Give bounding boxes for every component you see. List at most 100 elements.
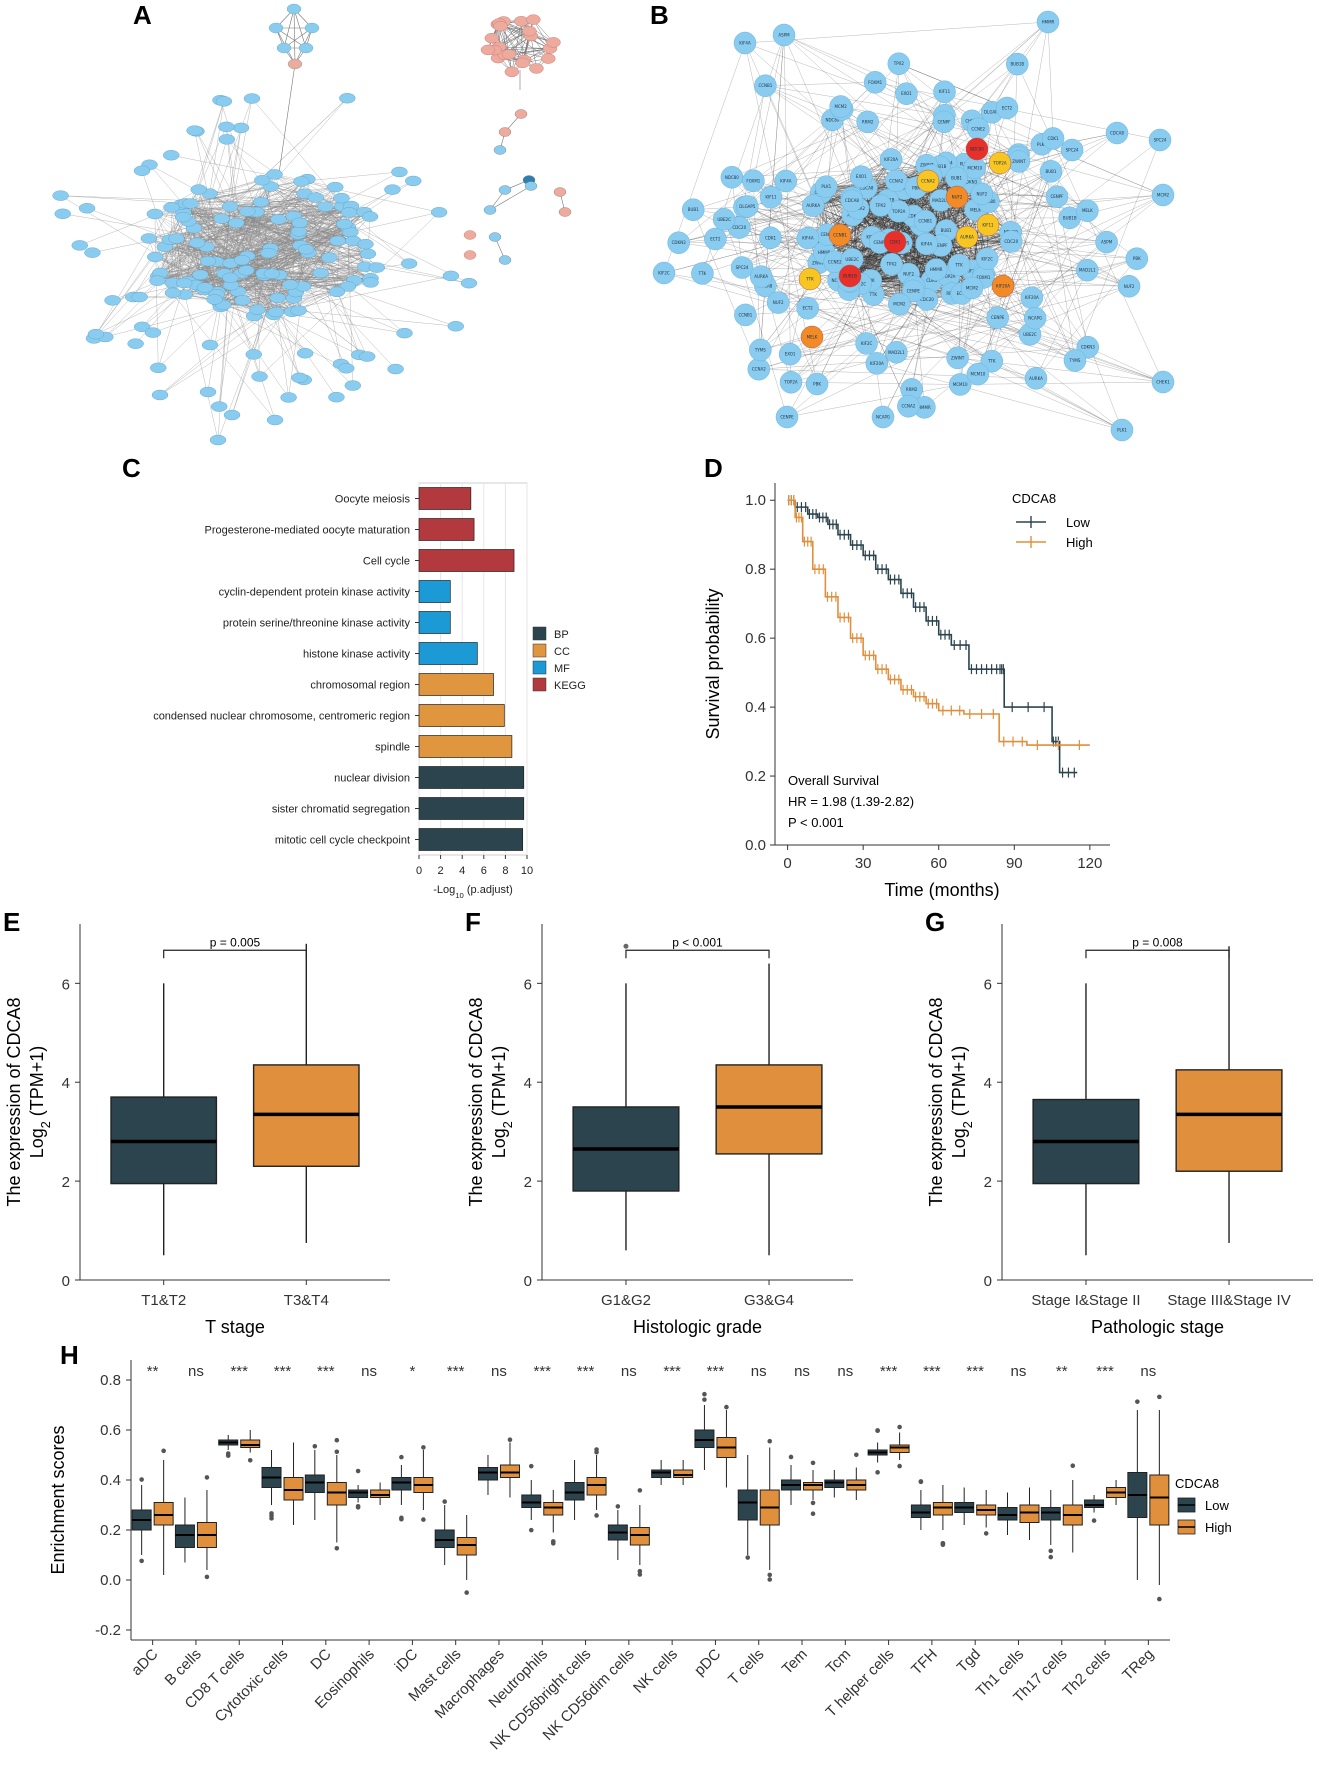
chart-c-category-label: mitotic cell cycle checkpoint [275,835,410,847]
network-a-node [221,201,239,212]
network-a-edge [238,284,291,292]
network-a-node [52,190,69,201]
network-b-node [914,209,937,233]
chart-c-xtick-label: 10 [521,865,533,877]
chart-h-outlier [204,1475,210,1480]
network-b-edge [876,157,1019,364]
panel-label-d: D [704,453,723,483]
network-b-node-label: CENPF [935,243,949,248]
chart-h-box [997,1507,1018,1521]
chart-h-box [932,1502,953,1516]
network-b-hub-node [798,267,822,291]
network-b-edge [663,272,1030,335]
chart-d-xtick-label: 60 [930,855,947,872]
network-a-node [133,321,151,333]
network-b-node-label: MCM2 [1157,193,1170,198]
network-b-node-label: DLGAP5 [984,110,1001,115]
network-b-edge [765,82,876,86]
network-a-node [140,233,158,244]
network-b-node-label: EXO1 [901,91,912,96]
network-a-node [529,63,544,74]
network-b-node-label: ECT2 [1002,106,1013,111]
network-b-node [1039,160,1063,183]
network-a-node [442,270,460,282]
network-a-edge [263,197,317,276]
network-a-node [340,207,358,218]
chart-h-significance: *** [707,1363,725,1380]
network-a-node [493,21,508,32]
chart-d-ylabel: Survival probability [703,588,723,739]
network-a-edge [231,216,294,416]
network-b-node-label: FOXM1 [868,80,882,85]
network-b-node [1076,199,1099,222]
network-a-edge [207,306,222,393]
network-a-node [164,287,182,299]
network-b-node [1148,128,1172,152]
network-b-node [766,291,790,314]
network-b-node-label: NCAPG [876,415,890,420]
chart-h-significance: ns [1140,1363,1156,1380]
chart-h-xtick-label: aDC [128,1646,161,1679]
chart-c-bar [418,611,451,634]
chart-c-category-label: cyclin-dependent protein kinase activity [219,587,411,599]
network-a-node [163,150,180,161]
network-a-node [304,22,320,34]
network-b-edge [957,194,1164,358]
chart-d-ytick-label: 0.2 [745,768,766,785]
network-b-node-label: CDCA8 [1110,131,1124,136]
network-a-node [430,207,448,218]
network-a-node [338,363,355,374]
chart-d-xtick-label: 30 [855,855,872,872]
chart-c-category-label: histone kinase activity [303,649,410,661]
chart-h-outlier [355,1505,361,1510]
network-a-edge [141,292,174,328]
chartE-ytick-label: 6 [62,976,70,993]
chart-h-significance: *** [230,1363,248,1380]
network-a-node [493,145,507,155]
network-a-node [358,351,376,362]
network-b-node-label: TPX2 [886,262,898,267]
network-a-node [460,277,478,289]
network-b-hub-label: CCNA2 [921,179,935,184]
network-a-node [286,3,302,15]
network-a-node [526,14,541,25]
chart-h-ytick-label: 0.8 [100,1372,121,1389]
network-b-node [960,276,984,300]
network-b-node-label: KIF2C [658,271,670,276]
network-a-edge [283,8,295,49]
network-a-edge [262,179,470,284]
network-b-edge [1035,258,1137,379]
network-b-node-label: TOP2A [941,274,956,279]
chart-c-bar [418,487,472,510]
network-a-node [463,230,477,240]
network-b-node-label: MCM10 [953,382,968,387]
network-a-node [291,217,308,228]
network-b-node [772,23,796,47]
network-a-edge [274,174,338,242]
network-b-node [1041,127,1065,150]
network-a-node [297,244,315,255]
chart-c-xtick-label: 0 [416,865,422,877]
chart-h-outlier [637,1572,643,1577]
network-b-node-label: PLK1 [1037,142,1047,147]
chartG-ylabel: The expression of CDCA8 [926,997,946,1206]
network-a-node [498,127,512,137]
chart-h-box [283,1477,304,1501]
network-b-edge [838,280,1123,431]
network-b-node-label: BUB1B [933,164,947,169]
network-a-node [276,42,292,54]
network-b-edge [1018,161,1123,431]
chart-h-significance: * [409,1363,415,1380]
network-b-node [869,194,892,217]
network-b-node [897,394,920,418]
chart-h-outlier [269,1511,274,1516]
chart-e-tstage: 0 2 4 6 T1&T2 T3&T4 p = 0.005 T stage The expres… [4,924,390,1337]
network-b-node-label: MCM2 [966,285,979,290]
network-b-node-label: NCAPG [1028,316,1042,321]
chartF-ytick-label: 2 [524,1174,532,1191]
chart-h-ytick-label: 0.2 [100,1522,121,1539]
network-a-node [483,205,497,215]
chartG-pvalue: p = 0.008 [1132,935,1183,949]
network-b-hub-label: TTK [805,277,814,282]
chartF-ylabel: The expression of CDCA8 [466,997,486,1206]
